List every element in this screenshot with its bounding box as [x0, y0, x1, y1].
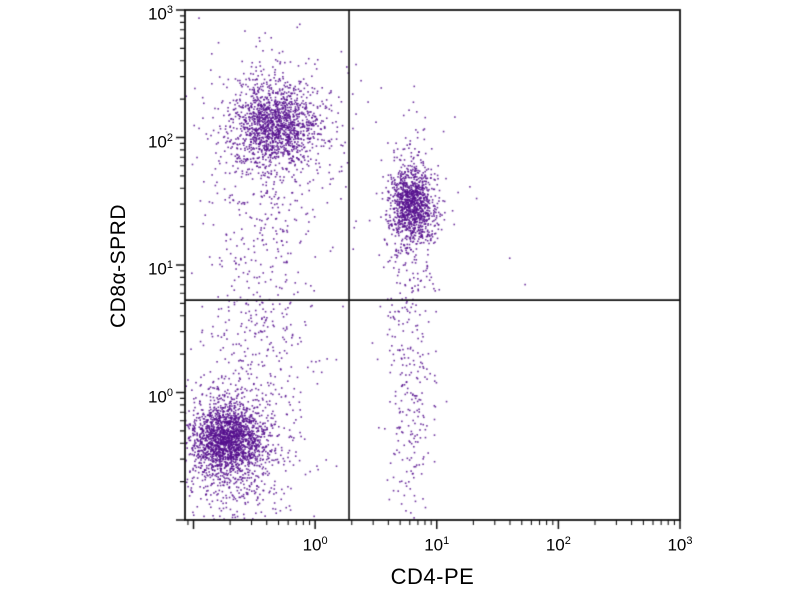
y-tick-label: 100: [147, 386, 173, 407]
y-tick-label: 103: [147, 4, 173, 24]
x-tick-label: 101: [424, 535, 450, 555]
x-tick-label: 102: [545, 535, 571, 555]
y-tick-label: 101: [147, 259, 173, 279]
x-tick-label: 100: [302, 535, 328, 555]
x-axis-title: CD4-PE: [390, 564, 475, 589]
x-tick-label: 103: [667, 535, 693, 555]
y-tick-label: 102: [147, 131, 173, 152]
